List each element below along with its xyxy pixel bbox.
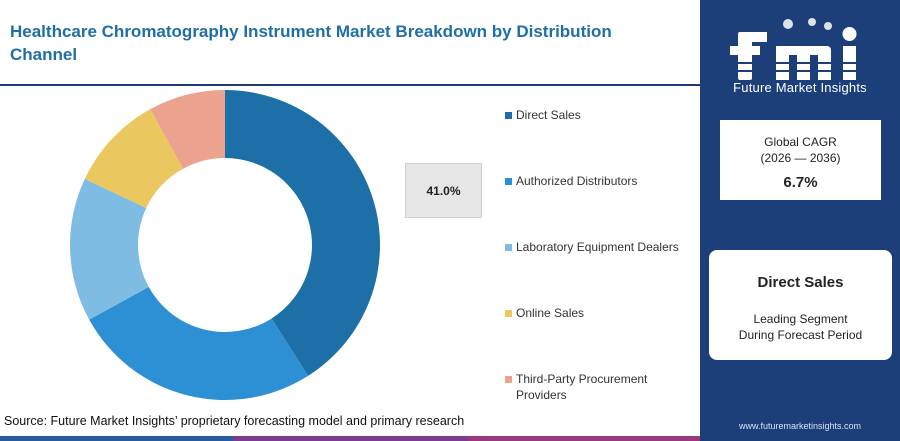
donut-slice-laboratory-equipment-dealers [70,179,149,320]
chart-title: Healthcare Chromatography Instrument Mar… [10,22,612,64]
donut-slice-third-party-procurement-providers [150,90,225,169]
legend-label: Online Sales [516,306,585,320]
legend-item: Laboratory Equipment Dealers [505,239,695,255]
leading-segment-subtitle: Leading Segment During Forecast Period [738,312,863,342]
highlight-value-box: 41.0% [405,163,482,218]
fmi-logo [730,18,860,80]
donut-slice-authorized-distributors [89,286,309,400]
legend-item: Third-Party Procurement Providers [505,371,695,403]
website-link[interactable]: www.futuremarketinsights.com [738,421,862,431]
legend-item: Direct Sales [505,107,695,123]
sidebar: Future Market Insights Global CAGR (2026… [700,0,900,441]
leading-segment-title: Direct Sales [757,274,844,291]
donut-slice-online-sales [84,109,184,208]
source-note: Source: Future Market Insights’ propriet… [4,414,465,428]
bottom-bar-segment [468,436,700,441]
bottom-bar-segment [233,436,468,441]
legend-label: Authorized Distributors [516,174,638,188]
legend-swatch [505,376,512,383]
legend-swatch [505,112,512,119]
cagr-card: Global CAGR (2026 — 2036) 6.7% [720,120,881,200]
donut-chart [70,90,380,400]
legend-label: Third-Party Procurement Providers [516,372,648,402]
donut-slice-direct-sales [225,90,380,376]
title-divider [0,84,700,86]
legend-swatch [505,244,512,251]
legend-item: Authorized Distributors [505,173,695,189]
legend-swatch [505,310,512,317]
legend-label: Direct Sales [516,108,581,122]
cagr-label: Global CAGR (2026 — 2036) [760,135,841,165]
brand-name: Future Market Insights [733,80,867,95]
cagr-value: 6.7% [783,174,818,191]
chart-panel: Healthcare Chromatography Instrument Mar… [0,22,700,441]
legend-swatch [505,178,512,185]
leading-segment-card: Direct Sales Leading Segment During Fore… [709,250,892,360]
legend-label: Laboratory Equipment Dealers [516,240,679,254]
legend-item: Online Sales [505,305,695,321]
bottom-bar-segment [0,436,233,441]
bottom-color-bar [0,436,700,441]
